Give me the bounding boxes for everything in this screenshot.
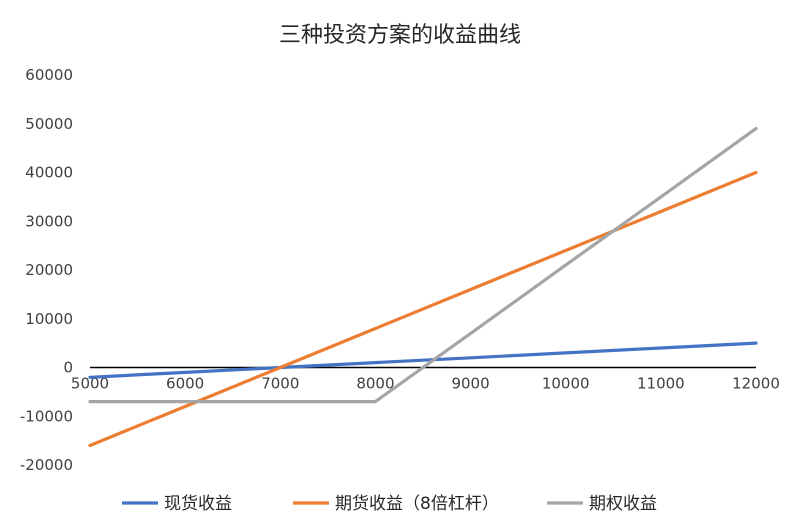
x-tick-label: 12000: [732, 375, 780, 393]
series-line-2: [88, 127, 758, 404]
y-tick-label: 60000: [25, 66, 73, 84]
series-line-1: [88, 170, 758, 448]
y-tick-label: 20000: [25, 261, 73, 279]
x-tick-label: 7000: [261, 375, 299, 393]
x-tick-label: 5000: [71, 375, 109, 393]
x-tick-label: 10000: [542, 375, 590, 393]
x-tick-label: 8000: [356, 375, 394, 393]
y-tick-label: 50000: [25, 115, 73, 133]
y-tick-label: 30000: [25, 212, 73, 230]
y-tick-label: -20000: [20, 456, 73, 474]
chart-title: 三种投资方案的收益曲线: [279, 23, 521, 48]
y-axis-ticks: 60000 50000 40000 30000 20000 10000 0 -10000 -20…: [20, 66, 73, 474]
legend-label-2: 期权收益: [589, 494, 657, 514]
x-tick-label: 6000: [166, 375, 204, 393]
y-tick-label: -10000: [20, 407, 73, 425]
y-tick-label: 0: [63, 359, 73, 377]
series-line-0: [88, 341, 758, 379]
legend-label-0: 现货收益: [164, 494, 232, 514]
y-tick-label: 40000: [25, 164, 73, 182]
legend: 现货收益 期货收益（8倍杠杆） 期权收益: [122, 494, 657, 514]
x-tick-label: 11000: [637, 375, 685, 393]
y-tick-label: 10000: [25, 310, 73, 328]
x-tick-label: 9000: [451, 375, 489, 393]
legend-label-1: 期货收益（8倍杠杆）: [335, 494, 499, 514]
x-axis-ticks: 5000 6000 7000 8000 9000 10000 11000 12000: [71, 375, 780, 393]
series-lines: [88, 127, 758, 448]
